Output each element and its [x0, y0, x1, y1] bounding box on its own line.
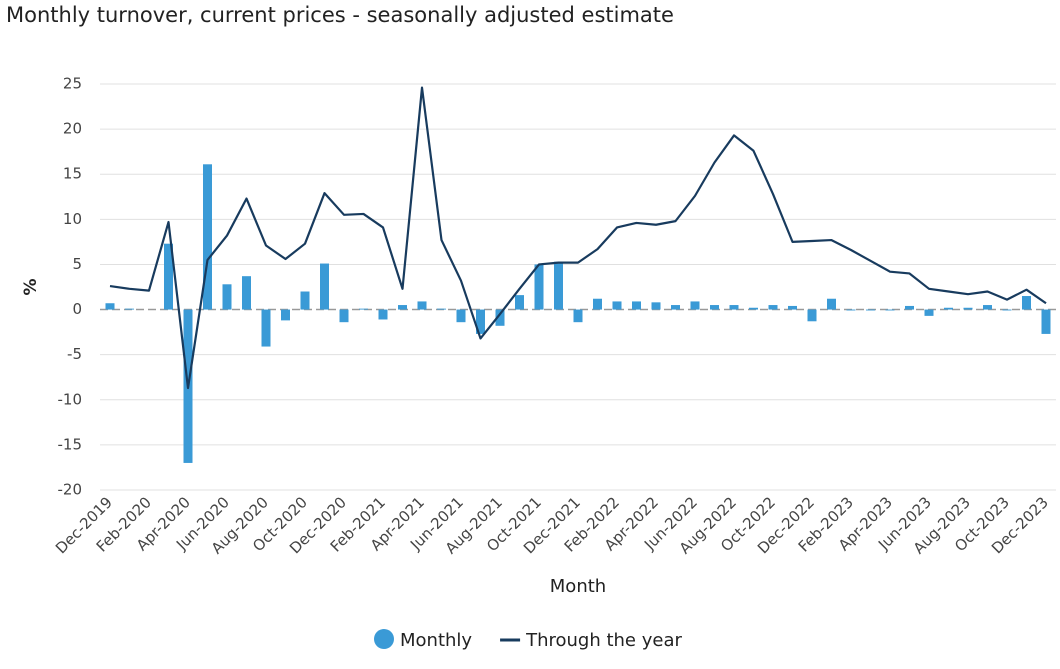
bar — [768, 305, 778, 310]
bar — [1002, 309, 1012, 311]
legend-swatch — [374, 629, 394, 649]
bar — [944, 307, 953, 310]
bar — [807, 309, 817, 322]
bar — [417, 301, 427, 310]
y-tick-label: -5 — [67, 345, 82, 363]
x-axis-label: Month — [550, 576, 606, 597]
bar — [827, 298, 836, 310]
bar — [222, 284, 232, 310]
y-axis-label: % — [21, 278, 41, 295]
y-tick-label: 10 — [63, 210, 82, 228]
bar — [320, 263, 329, 310]
bar — [476, 309, 485, 334]
bar — [203, 164, 212, 310]
bar — [983, 305, 992, 310]
bar — [1022, 296, 1031, 310]
bar — [593, 298, 602, 310]
y-tick-label: -10 — [58, 390, 83, 408]
y-tick-label: 25 — [63, 75, 82, 93]
legend-label: Through the year — [525, 630, 682, 651]
bar — [437, 308, 446, 310]
bar — [690, 301, 700, 310]
y-tick-label: -20 — [58, 481, 83, 499]
bar — [651, 302, 661, 310]
bar — [105, 303, 115, 310]
bar — [515, 295, 524, 310]
bar — [398, 305, 407, 310]
bar — [359, 308, 368, 310]
bar — [456, 309, 466, 323]
bar — [534, 264, 544, 310]
bar — [632, 301, 641, 310]
bar — [612, 301, 622, 310]
bar — [495, 309, 505, 326]
bar — [573, 309, 583, 323]
legend: Monthly Through the year — [374, 629, 682, 651]
bar — [866, 309, 875, 311]
bar — [1041, 309, 1051, 334]
bar — [281, 309, 290, 321]
chart-title: Monthly turnover, current prices - seaso… — [6, 3, 674, 27]
y-tick-label: 15 — [63, 165, 82, 183]
bar — [261, 309, 271, 347]
bar — [885, 309, 895, 311]
bar — [905, 305, 914, 310]
bar — [671, 305, 680, 310]
bar — [846, 309, 856, 311]
bar — [300, 291, 310, 310]
bar — [710, 305, 719, 310]
bar — [378, 309, 388, 320]
bar — [749, 307, 758, 310]
y-tick-label: -15 — [58, 435, 83, 453]
bar — [125, 308, 134, 310]
bar — [788, 305, 797, 310]
bar — [339, 309, 349, 323]
line — [109, 86, 1047, 390]
legend-label: Monthly — [400, 630, 472, 651]
bar — [963, 307, 973, 310]
bar — [242, 276, 251, 310]
y-tick-label: 5 — [72, 255, 82, 273]
bar — [554, 261, 563, 310]
y-tick-label: 0 — [72, 300, 82, 318]
bar — [729, 305, 739, 310]
bar — [164, 243, 173, 310]
y-tick-label: 20 — [63, 120, 82, 138]
bar — [924, 309, 934, 316]
